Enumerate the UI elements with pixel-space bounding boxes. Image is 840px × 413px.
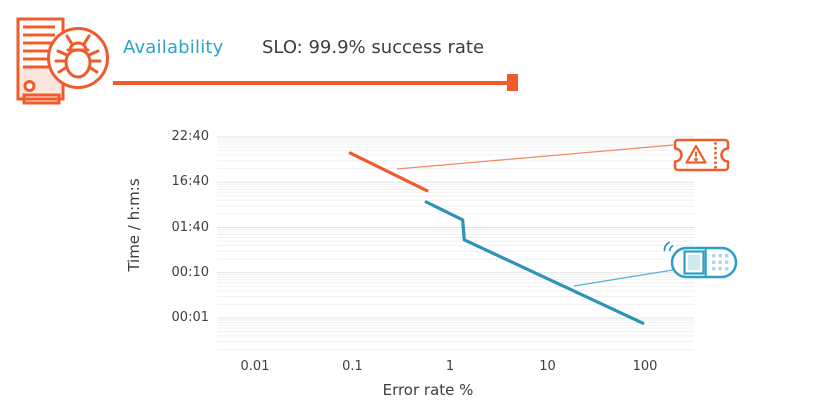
x-tick-label: 0.1 (342, 359, 363, 374)
ticket-leader-line (396, 144, 674, 170)
y-tick-label: 22:40 (171, 129, 209, 144)
pager-icon (663, 241, 738, 279)
y-axis-title: Time / h:m:s (125, 178, 143, 272)
signal-waves-icon (663, 241, 674, 252)
x-tick-label: 0.01 (240, 359, 270, 374)
ticket-line-series (348, 151, 429, 193)
server-bug-icon (16, 17, 109, 105)
y-tick-label: 01:40 (171, 219, 209, 235)
y-tick-label: 00:01 (171, 310, 209, 325)
slo-slider-handle[interactable] (507, 74, 518, 91)
x-axis-title: Error rate % (382, 381, 474, 399)
ticket-perforation-dots (714, 142, 717, 169)
ticket-warning-icon (673, 138, 730, 172)
page-line-series (424, 200, 645, 325)
pager-leader-line (573, 268, 680, 287)
y-tick-label: 00:10 (171, 264, 209, 280)
bug-icon (54, 34, 102, 79)
x-tick-label: 1 (445, 359, 455, 374)
x-tick-label: 100 (632, 359, 658, 374)
y-tick-label: 16:40 (171, 174, 209, 190)
slo-slider-track[interactable] (113, 81, 510, 85)
pager-keypad-dots (712, 254, 729, 271)
slo-text: SLO: 99.9% success rate (262, 37, 485, 58)
page-title: Availability (123, 37, 224, 58)
warning-triangle-icon (685, 144, 707, 164)
x-tick-label: 10 (539, 359, 556, 374)
